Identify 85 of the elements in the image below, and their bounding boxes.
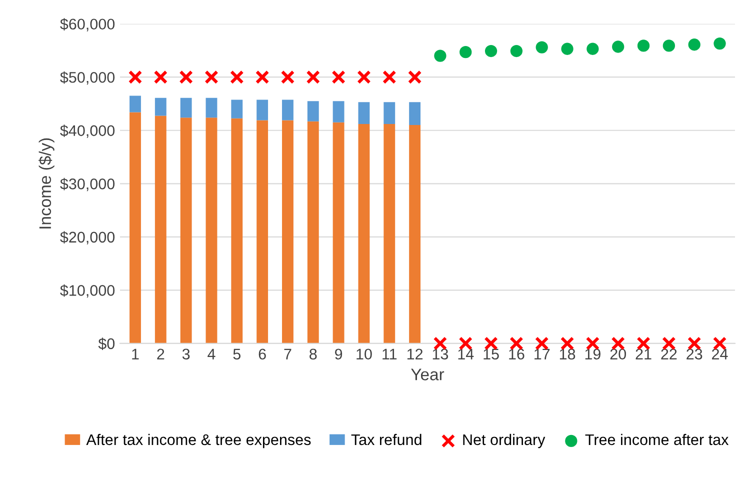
x-tick-label: 24 bbox=[712, 348, 728, 360]
legend-label: Tree income after tax bbox=[585, 434, 729, 446]
x-tick-label: 7 bbox=[284, 348, 292, 360]
bar bbox=[130, 112, 141, 344]
point bbox=[382, 70, 396, 84]
y-tick-label: $50,000 bbox=[60, 71, 115, 85]
y-tick-label: $10,000 bbox=[60, 284, 115, 298]
bar bbox=[282, 100, 294, 120]
x-tick-label: 5 bbox=[233, 348, 241, 360]
x-axis-title: Year bbox=[411, 368, 444, 380]
bar bbox=[358, 102, 370, 124]
bar bbox=[256, 100, 268, 120]
bar bbox=[409, 125, 421, 344]
point bbox=[561, 42, 574, 55]
point bbox=[714, 37, 726, 50]
x-tick-label: 22 bbox=[661, 348, 677, 360]
point bbox=[280, 70, 295, 84]
point bbox=[306, 70, 320, 84]
bar bbox=[307, 101, 319, 122]
bar bbox=[384, 102, 396, 124]
y-tick-label: $30,000 bbox=[60, 178, 115, 192]
y-tick-label: $20,000 bbox=[60, 231, 115, 244]
bar bbox=[332, 101, 344, 122]
point bbox=[460, 46, 472, 58]
point bbox=[536, 41, 548, 54]
point bbox=[408, 70, 422, 84]
x-tick-label: 21 bbox=[636, 348, 652, 360]
x-tick-label: 15 bbox=[484, 348, 499, 360]
x-tick-label: 8 bbox=[310, 348, 317, 360]
legend-label: Tax refund bbox=[351, 434, 422, 446]
bar bbox=[256, 120, 268, 344]
x-tick-label: 17 bbox=[534, 348, 550, 360]
x-tick-label: 19 bbox=[585, 348, 600, 360]
bar bbox=[206, 118, 218, 344]
point bbox=[484, 44, 498, 58]
bar bbox=[307, 121, 319, 344]
bar bbox=[206, 98, 218, 118]
x-tick-label: 4 bbox=[208, 348, 216, 360]
bar bbox=[231, 118, 243, 344]
bar bbox=[282, 120, 294, 344]
point bbox=[332, 70, 346, 84]
bar bbox=[180, 118, 192, 344]
x-tick-label: 23 bbox=[686, 348, 702, 360]
bar bbox=[180, 98, 192, 118]
bar bbox=[358, 124, 370, 344]
point bbox=[230, 70, 244, 84]
bar bbox=[154, 98, 166, 116]
point bbox=[128, 70, 142, 84]
x-tick-label: 16 bbox=[509, 348, 524, 360]
point bbox=[434, 50, 446, 62]
bar bbox=[409, 102, 421, 126]
x-tick-label: 14 bbox=[458, 348, 474, 360]
bar bbox=[130, 96, 141, 112]
bar bbox=[154, 116, 166, 344]
x-tick-label: 20 bbox=[610, 348, 626, 360]
y-tick-label: $40,000 bbox=[60, 124, 115, 138]
bar bbox=[332, 122, 344, 344]
point bbox=[204, 70, 218, 84]
x-tick-label: 2 bbox=[157, 348, 164, 360]
legend-label: After tax income & tree expenses bbox=[86, 434, 311, 448]
point bbox=[637, 40, 650, 52]
x-tick-label: 6 bbox=[258, 348, 266, 360]
point bbox=[612, 40, 624, 53]
x-tick-label: 9 bbox=[335, 348, 342, 360]
point bbox=[688, 38, 700, 51]
bar bbox=[231, 100, 243, 118]
point bbox=[510, 44, 523, 58]
y-axis-title: Income ($/y) bbox=[38, 138, 54, 228]
y-tick-label: $0 bbox=[98, 338, 115, 350]
x-tick-label: 18 bbox=[560, 348, 576, 360]
point bbox=[154, 70, 168, 84]
x-tick-label: 3 bbox=[182, 348, 190, 360]
x-tick-label: 12 bbox=[407, 348, 423, 360]
point bbox=[255, 70, 270, 84]
y-tick-label: $60,000 bbox=[60, 18, 115, 32]
point bbox=[179, 70, 193, 84]
point bbox=[586, 42, 599, 55]
x-tick-label: 13 bbox=[432, 348, 448, 360]
legend-label: Net ordinary bbox=[463, 434, 546, 448]
point bbox=[662, 40, 675, 52]
x-tick-label: 1 bbox=[132, 348, 139, 360]
point bbox=[357, 70, 371, 84]
x-tick-label: 10 bbox=[356, 348, 372, 360]
x-tick-label: 11 bbox=[382, 348, 397, 360]
bar bbox=[384, 124, 396, 344]
